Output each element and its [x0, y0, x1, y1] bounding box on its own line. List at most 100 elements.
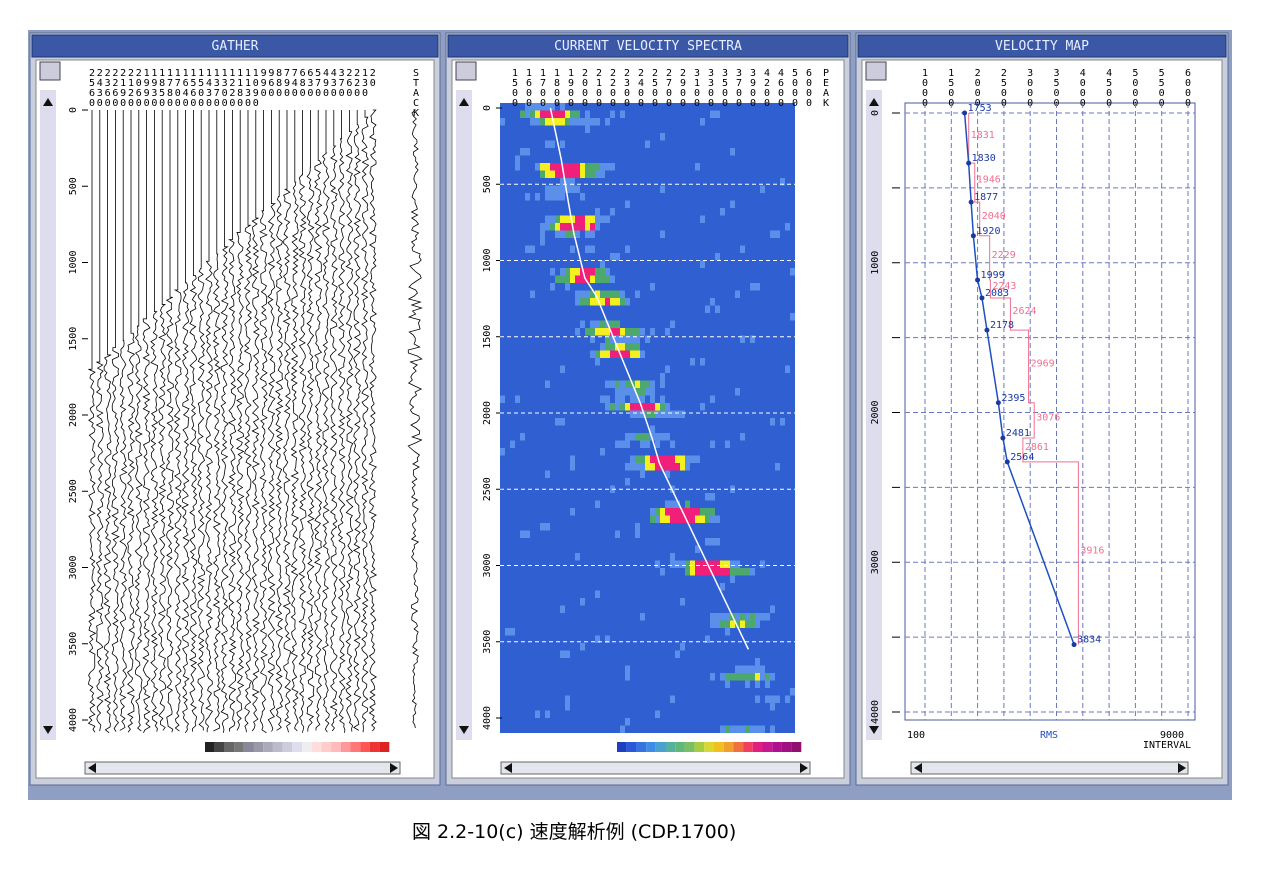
spectrum-cell — [635, 380, 640, 388]
title-bar — [857, 34, 1227, 58]
zoom-button[interactable] — [39, 61, 61, 81]
spectrum-cell — [530, 290, 535, 298]
spectrum-cell — [705, 493, 715, 501]
spectrum-cell — [590, 275, 595, 283]
spectrum-cell — [665, 500, 680, 508]
h-scrollbar[interactable] — [84, 761, 401, 775]
spectrum-cell — [725, 440, 730, 448]
seismic-trace — [243, 110, 252, 733]
spectrum-cell — [540, 118, 545, 126]
x-tick-label: 1000 — [920, 68, 931, 108]
scroll-left[interactable] — [914, 763, 922, 773]
h-scrollbar[interactable] — [910, 761, 1189, 775]
scroll-down[interactable] — [43, 726, 53, 734]
spectrum-cell — [730, 725, 745, 733]
spectrum-cell — [715, 305, 720, 313]
spectrum-cell — [605, 635, 610, 643]
spectrum-cell — [535, 710, 540, 718]
spectrum-cell — [575, 328, 580, 336]
seismic-trace — [274, 110, 284, 731]
scroll-right[interactable] — [800, 763, 808, 773]
x-tick-label: 4000 — [1077, 68, 1088, 108]
scroll-right[interactable] — [1178, 763, 1186, 773]
spectrum-cell — [595, 208, 600, 216]
offset-label: 1300 — [219, 68, 230, 108]
spectrum-cell — [585, 110, 590, 118]
scroll-up[interactable] — [459, 98, 469, 106]
rms-label: 1753 — [968, 103, 992, 114]
spectrum-cell — [660, 403, 665, 411]
spectrum-cell — [565, 268, 570, 276]
spectrum-cell — [710, 395, 715, 403]
offset-label: 1850 — [157, 68, 168, 108]
scroll-right[interactable] — [390, 763, 398, 773]
interval-label: 2243 — [992, 281, 1016, 292]
spectrum-cell — [620, 110, 625, 118]
colorbar-cell — [234, 742, 244, 752]
x-tick-label: 1500 — [946, 68, 957, 108]
spectrum-cell — [605, 268, 610, 276]
colorbar-cell — [791, 742, 802, 752]
scroll-down[interactable] — [459, 726, 469, 734]
spectrum-cell — [570, 110, 580, 118]
colorbar-cell — [636, 742, 647, 752]
interval-label: 1946 — [977, 175, 1001, 186]
spectrum-cell — [570, 455, 575, 463]
h-scrollbar[interactable] — [500, 761, 811, 775]
spectrum-cell — [780, 418, 785, 426]
spectrum-cell — [695, 515, 705, 523]
spectrum-cell — [730, 200, 735, 208]
offset-label: 1130 — [243, 68, 254, 108]
x-tick-label: 2100 — [594, 68, 605, 108]
seismic-trace — [235, 110, 245, 731]
spectrum-cell — [710, 440, 715, 448]
spectrum-cell — [720, 560, 730, 568]
spectrum-cell — [740, 620, 745, 628]
spectrum-cell — [555, 230, 565, 238]
spectrum-cell — [530, 118, 540, 126]
spectrum-cell — [610, 275, 615, 283]
spectrum-cell — [590, 290, 595, 298]
scroll-up[interactable] — [869, 98, 879, 106]
interval-label: 2229 — [992, 250, 1016, 261]
spectrum-cell — [625, 665, 630, 673]
spectrum-cell — [605, 380, 615, 388]
colorbar-cell — [282, 742, 293, 752]
spectrum-cell — [700, 403, 705, 411]
spectrum-cell — [545, 215, 555, 223]
scroll-left[interactable] — [88, 763, 96, 773]
spectrum-cell — [735, 613, 740, 621]
scroll-up[interactable] — [43, 98, 53, 106]
spectrum-cell — [720, 620, 730, 628]
colorbar-cell — [311, 742, 322, 752]
zoom-button[interactable] — [455, 61, 477, 81]
zoom-button[interactable] — [865, 61, 887, 81]
offset-label: 430 — [328, 68, 339, 98]
y-tick-label: 500 — [68, 177, 79, 195]
offset-label: 1560 — [188, 68, 199, 108]
spectrum-cell — [670, 560, 685, 568]
spectrum-cell — [735, 665, 765, 673]
spectrum-cell — [640, 350, 645, 358]
scroll-left[interactable] — [504, 763, 512, 773]
spectrum-cell — [680, 463, 685, 471]
spectrum-cell — [535, 110, 540, 118]
y-tick-label: 1000 — [68, 250, 79, 274]
spectrum-cell — [755, 680, 760, 688]
y-tick-label: 3000 — [482, 553, 493, 577]
spectrum-cell — [640, 328, 645, 336]
x-tick-label: 5500 — [1156, 68, 1167, 108]
rms-label: 2481 — [1006, 428, 1030, 439]
spectrum-cell — [535, 163, 540, 171]
offset-label: 990 — [258, 68, 269, 98]
spectrum-cell — [625, 433, 635, 441]
x-tick-label: 2300 — [622, 68, 633, 108]
colorbar-cell — [617, 742, 627, 752]
spectrum-cell — [550, 223, 555, 231]
interval-label: 2040 — [982, 211, 1006, 222]
seismic-trace — [306, 110, 315, 732]
y-tick-label: 500 — [482, 175, 493, 193]
spectrum-cell — [610, 335, 640, 343]
scroll-down[interactable] — [869, 726, 879, 734]
rms-legend: RMS — [1040, 730, 1058, 741]
